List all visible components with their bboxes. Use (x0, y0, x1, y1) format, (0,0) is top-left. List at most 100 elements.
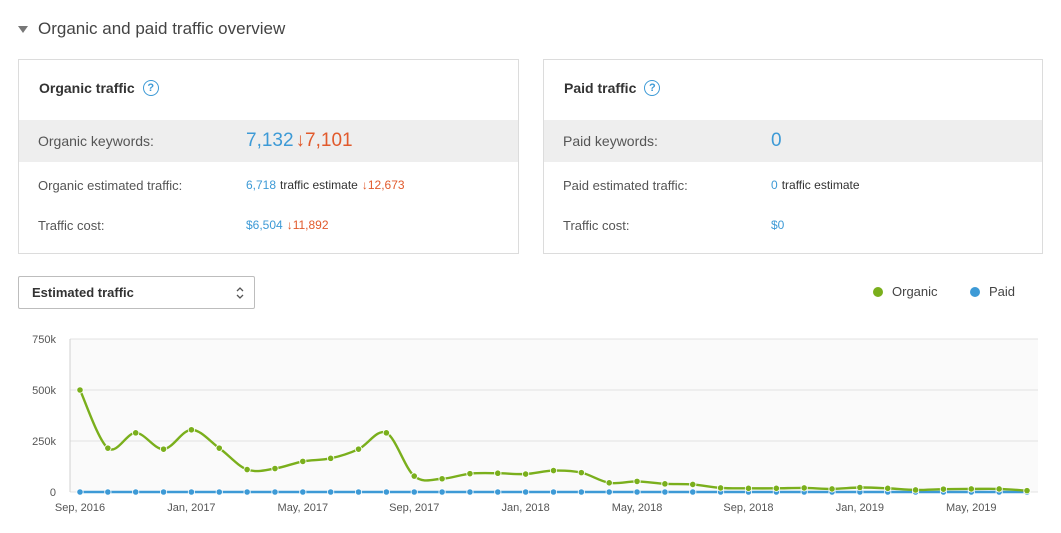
paid-data-point (271, 488, 279, 496)
paid-data-point (466, 488, 474, 496)
paid-data-point (382, 488, 390, 496)
x-tick-label: Jan, 2017 (167, 502, 215, 514)
paid-data-point (243, 488, 251, 496)
legend-paid[interactable]: Paid (970, 284, 1015, 299)
paid-data-point (522, 488, 530, 496)
y-tick-label: 0 (50, 487, 56, 499)
x-tick-label: May, 2018 (612, 502, 663, 514)
paid-data-point (215, 488, 223, 496)
paid-data-point (132, 488, 140, 496)
organic-data-point (995, 485, 1003, 493)
organic-data-point (967, 485, 975, 493)
organic-data-point (132, 429, 140, 437)
paid-data-point (549, 488, 558, 496)
help-icon[interactable]: ? (644, 80, 661, 96)
paid-cost-value[interactable]: $0 (771, 218, 785, 232)
x-tick-label: Jan, 2019 (836, 502, 884, 514)
paid-cost-label: Traffic cost: (563, 217, 630, 233)
organic-dot-icon (873, 286, 883, 297)
organic-data-point (271, 464, 279, 473)
select-arrows-icon (236, 287, 244, 299)
organic-data-point (354, 445, 363, 453)
organic-data-point (494, 469, 502, 477)
organic-cost-row: Traffic cost: $6,504 ↓ 11,892 (19, 204, 518, 246)
organic-cost-label: Traffic cost: (38, 217, 105, 233)
organic-traffic-card: Organic traffic ? Organic keywords: 7,13… (18, 59, 519, 254)
organic-keywords-prev: 7,101 (305, 130, 353, 151)
x-tick-label: May, 2019 (946, 502, 997, 514)
organic-data-point (689, 480, 697, 489)
x-tick-label: May, 2017 (278, 502, 329, 514)
paid-dot-icon (970, 286, 980, 297)
organic-data-point (828, 485, 836, 493)
organic-data-point (215, 444, 223, 452)
x-tick-label: Sep, 2016 (55, 502, 105, 514)
organic-data-point (243, 465, 251, 474)
help-icon[interactable]: ? (142, 80, 159, 96)
organic-data-point (382, 429, 390, 437)
down-arrow-icon: ↓ (286, 218, 293, 232)
paid-data-point (76, 488, 84, 496)
paid-data-point (327, 488, 335, 496)
organic-traffic-value[interactable]: 6,718 (246, 178, 277, 192)
paid-keywords-value[interactable]: 0 (771, 130, 782, 151)
collapse-caret-icon[interactable] (18, 26, 28, 33)
organic-keywords-label: Organic keywords: (38, 133, 154, 149)
legend-label: Organic (892, 284, 938, 299)
organic-data-point (159, 445, 168, 453)
organic-data-point (939, 485, 948, 493)
organic-data-point (104, 444, 112, 452)
paid-data-point (104, 488, 112, 496)
traffic-estimate-suffix: traffic estimate (781, 178, 860, 192)
organic-cost-prev: 11,892 (292, 218, 329, 232)
paid-cost-row: Traffic cost: $0 (544, 204, 1042, 246)
organic-keywords-value[interactable]: 7,132 (246, 130, 294, 151)
organic-traffic-label: Organic estimated traffic: (38, 177, 183, 193)
paid-data-point (410, 488, 418, 496)
x-tick-label: Sep, 2018 (723, 502, 773, 514)
organic-data-point (800, 484, 808, 492)
paid-data-point (633, 488, 641, 496)
organic-data-point (327, 454, 335, 462)
plot-area (70, 339, 1038, 492)
paid-keywords-row: Paid keywords: 0 (544, 120, 1042, 162)
organic-data-point (76, 386, 84, 394)
organic-data-point (772, 484, 780, 492)
y-tick-label: 250k (32, 436, 56, 448)
paid-keywords-label: Paid keywords: (563, 133, 658, 149)
paid-data-point (354, 488, 363, 496)
section-title: Organic and paid traffic overview (38, 19, 286, 38)
x-tick-label: Jan, 2018 (501, 502, 549, 514)
down-arrow-icon: ↓ (295, 130, 306, 151)
organic-data-point (911, 486, 920, 494)
paid-data-point (187, 488, 196, 496)
legend-label: Paid (989, 284, 1016, 299)
y-tick-label: 500k (32, 385, 56, 397)
card-title: Paid traffic (564, 80, 637, 96)
down-arrow-icon: ↓ (361, 178, 368, 192)
organic-data-point (187, 426, 196, 434)
paid-data-point (577, 488, 585, 496)
organic-data-point (605, 479, 613, 487)
organic-data-point (466, 470, 474, 478)
paid-traffic-card: Paid traffic ? Paid keywords: 0 Paid est… (543, 59, 1043, 254)
organic-data-point (549, 466, 558, 475)
paid-traffic-value[interactable]: 0 (771, 178, 778, 192)
organic-data-point (633, 477, 641, 485)
organic-cost-value[interactable]: $6,504 (246, 218, 283, 232)
organic-traffic-prev: 12,673 (367, 178, 405, 192)
metric-select[interactable]: Estimated traffic (18, 276, 255, 309)
paid-traffic-label: Paid estimated traffic: (563, 177, 688, 193)
paid-data-point (438, 488, 446, 496)
organic-traffic-row: Organic estimated traffic: 6,718 traffic… (19, 164, 518, 206)
section-toggle[interactable]: Organic and paid traffic overview (18, 16, 285, 42)
organic-data-point (884, 484, 892, 492)
paid-traffic-row: Paid estimated traffic: 0 traffic estima… (544, 164, 1042, 206)
metric-select-value: Estimated traffic (32, 285, 134, 300)
paid-data-point (661, 488, 669, 496)
organic-data-point (717, 484, 725, 492)
traffic-chart: 750k 500k 250k 0 Sep, 2016 Jan, 2017 May, 2017… (32, 334, 1038, 514)
traffic-estimate-suffix: traffic estimate (280, 178, 358, 192)
legend-organic[interactable]: Organic (873, 284, 938, 299)
organic-keywords-row: Organic keywords: 7,132 ↓ 7,101 (19, 120, 518, 162)
